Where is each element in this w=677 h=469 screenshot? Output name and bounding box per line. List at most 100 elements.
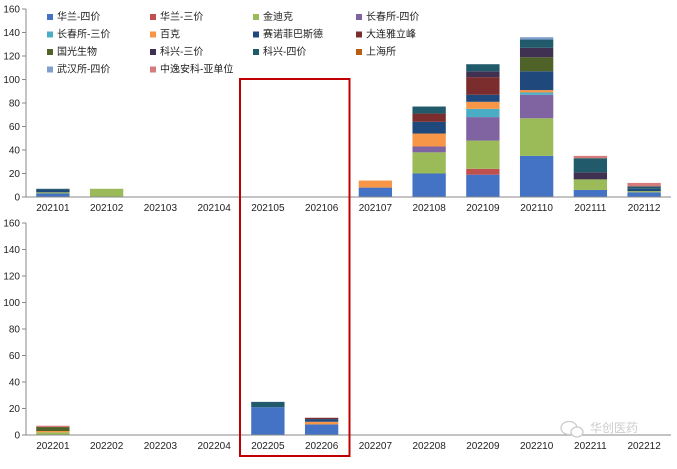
bar-segment-202109-7 <box>466 77 500 95</box>
legend-swatch <box>356 31 362 38</box>
bar-segment-202110-10 <box>519 39 554 48</box>
x-tick-label: 202104 <box>197 203 231 214</box>
y-tick-label: 100 <box>3 298 20 309</box>
bar-segment-202109-6 <box>466 94 500 102</box>
bar-segment-202110-12 <box>519 37 554 40</box>
legend-swatch <box>47 66 53 73</box>
x-tick-label: 202109 <box>466 203 500 214</box>
bar-segment-202108-3 <box>412 146 446 153</box>
x-tick-label: 202202 <box>90 441 124 452</box>
legend-label: 长春所-三价 <box>57 29 110 41</box>
bar-segment-202109-10 <box>466 64 500 72</box>
y-tick-label: 160 <box>3 5 20 16</box>
bar-segment-202111-10 <box>573 158 608 173</box>
y-tick-label: 120 <box>3 52 20 63</box>
bar-segment-202108-7 <box>412 113 446 122</box>
x-tick-label: 202210 <box>520 441 554 452</box>
x-tick-label: 202206 <box>305 441 339 452</box>
legend-swatch <box>150 49 156 55</box>
x-tick-label: 202106 <box>305 203 339 214</box>
legend-label: 国光生物 <box>57 45 97 58</box>
legend-label: 百克 <box>160 29 180 41</box>
bar-segment-202110-3 <box>519 94 554 119</box>
bar-segment-202109-3 <box>466 117 500 141</box>
x-tick-label: 202107 <box>359 203 393 214</box>
bar-segment-202112-6 <box>627 188 661 192</box>
legend-swatch <box>253 49 259 55</box>
bar-segment-202101-0 <box>36 193 70 197</box>
bar-segment-202112-0 <box>627 192 661 197</box>
y-tick-label: 0 <box>14 193 20 204</box>
x-tick-label: 202105 <box>251 203 285 214</box>
legend-label: 金迪克 <box>263 10 293 23</box>
bar-segment-202109-9 <box>466 71 500 78</box>
bar-segment-202107-5 <box>358 180 393 188</box>
legend-label: 上海所 <box>366 45 396 58</box>
bar-segment-202110-6 <box>519 71 554 91</box>
legend-label: 科兴-四价 <box>263 45 306 58</box>
x-tick-label: 202205 <box>251 441 285 452</box>
bar-segment-202110-5 <box>519 90 554 93</box>
wechat-icon <box>560 420 584 438</box>
bar-segment-202206-0 <box>304 424 339 435</box>
bar-segment-202109-2 <box>466 140 500 169</box>
bar-segment-202206-7 <box>304 417 339 420</box>
bar-segment-202110-9 <box>519 47 554 58</box>
x-tick-label: 202204 <box>197 441 231 452</box>
y-tick-label: 140 <box>3 245 20 256</box>
bar-segment-202111-9 <box>573 172 608 180</box>
bar-segment-202110-4 <box>519 92 554 95</box>
bar-segment-202109-4 <box>466 108 500 118</box>
x-tick-label: 202207 <box>359 441 393 452</box>
y-tick-label: 100 <box>3 75 20 86</box>
watermark-text: 华创医药 <box>590 421 638 435</box>
y-tick-label: 60 <box>9 351 21 362</box>
bar-segment-202107-0 <box>358 187 393 197</box>
legend-label: 科兴-三价 <box>160 45 203 58</box>
x-tick-label: 202112 <box>628 203 661 214</box>
bar-segment-202201-13 <box>36 425 70 428</box>
y-tick-label: 140 <box>3 28 20 39</box>
bar-segment-202108-6 <box>412 121 446 134</box>
bar-segment-202205-10 <box>251 401 285 408</box>
bar-segment-202201-8 <box>36 427 70 432</box>
y-tick-label: 60 <box>9 122 21 133</box>
y-tick-label: 20 <box>9 404 21 415</box>
chart-panel-2022: 0 20 40 60 80 100 120 140 160 202201 202202 202203 2… <box>3 219 671 452</box>
bar-segment-202108-2 <box>412 152 446 174</box>
bar-segment-202109-1 <box>466 168 500 175</box>
legend-swatch <box>356 14 362 20</box>
bar-segment-202111-2 <box>573 179 608 190</box>
legend-label: 长春所-四价 <box>366 11 419 23</box>
bar-segment-202101-2 <box>36 192 70 194</box>
legend-swatch <box>150 31 156 38</box>
legend-swatch <box>150 66 156 73</box>
bar-segment-202112-2 <box>627 191 661 193</box>
bar-segment-202111-13 <box>573 155 608 159</box>
bar-segment-202201-5 <box>36 431 70 433</box>
legend-swatch <box>47 14 53 20</box>
bar-segment-202102-2 <box>89 188 124 197</box>
x-tick-label: 202208 <box>412 441 446 452</box>
y-tick-label: 0 <box>14 431 20 442</box>
bar-segment-202109-5 <box>466 101 500 109</box>
bar-segment-202201-2 <box>36 432 70 435</box>
legend-label: 华兰-四价 <box>57 10 100 23</box>
x-tick-label: 202111 <box>574 203 606 214</box>
x-tick-label: 202212 <box>627 441 661 452</box>
x-tick-label: 202110 <box>520 203 553 214</box>
bar-segment-202206-5 <box>304 421 339 425</box>
legend-swatch <box>356 49 362 55</box>
legend-swatch <box>253 14 259 20</box>
x-tick-label: 202209 <box>466 441 500 452</box>
bar-segment-202109-0 <box>466 174 500 197</box>
watermark: 华创医药 <box>560 420 638 438</box>
bar-segment-202108-5 <box>412 133 446 147</box>
y-tick-label: 80 <box>9 99 21 110</box>
bar-segment-202110-0 <box>519 155 554 197</box>
legend-swatch <box>150 14 156 20</box>
chart-panel-2021: 0 20 40 60 80 100 120 140 160 202101 202102 202103 2… <box>3 5 671 214</box>
bar-segment-202101-6 <box>36 189 70 193</box>
